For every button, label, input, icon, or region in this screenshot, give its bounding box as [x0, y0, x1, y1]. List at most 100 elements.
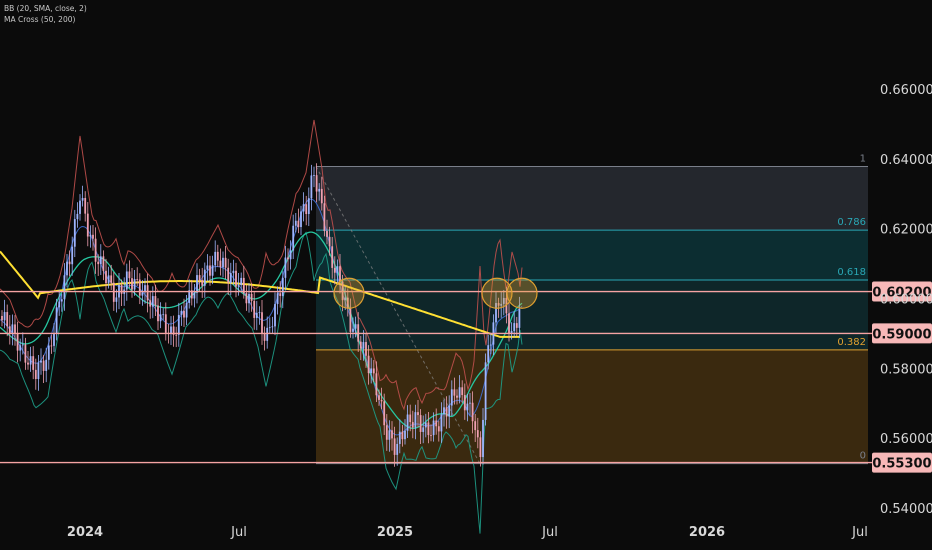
candle-body [94, 238, 97, 262]
fib-zone [316, 349, 868, 464]
candle-body [32, 356, 35, 370]
candle-body [149, 300, 152, 307]
candle-body [115, 297, 118, 302]
candle-body [419, 415, 422, 432]
candle-body [424, 422, 427, 428]
candle-body [432, 420, 435, 436]
candle-body [427, 422, 430, 436]
time-tick-label: 2024 [67, 525, 103, 540]
candle-body [440, 414, 443, 432]
fibonacci-retracement[interactable]: 1 0.786 0.618 0.382 0 [315, 154, 868, 465]
candle-body [310, 175, 313, 199]
candle-body [398, 431, 401, 444]
candle-body [89, 234, 92, 237]
candle-body [302, 204, 305, 212]
candle-body [437, 426, 440, 432]
candle-body [34, 369, 37, 380]
candle-body [151, 296, 154, 307]
price-tag [872, 452, 932, 473]
candle-body [185, 302, 188, 318]
price-tick-label: 0.66000 [880, 83, 932, 98]
candle-body [281, 277, 284, 296]
candle-body [469, 402, 471, 404]
candle-body [380, 399, 383, 402]
candle-body [99, 256, 102, 265]
candle-body [112, 282, 115, 302]
candle-body [162, 314, 165, 316]
candle-body [307, 198, 310, 215]
price-tag-label: 0.59000 [872, 327, 931, 342]
time-tick-label: Jul [541, 525, 558, 540]
candle-body [510, 331, 513, 334]
ma50-line [0, 231, 523, 430]
candle-body [388, 430, 391, 440]
candle-body [136, 279, 139, 280]
candle-body [300, 211, 302, 228]
candle-body [222, 257, 224, 268]
candle-body [458, 387, 461, 398]
price-tick-label: 0.62000 [880, 223, 932, 238]
candle-body [339, 266, 341, 282]
candle-body [318, 188, 321, 192]
candle-body [73, 219, 76, 247]
candle-body [6, 312, 9, 327]
fib-zone [316, 279, 868, 350]
candle-body [37, 362, 40, 380]
candle-body [500, 303, 503, 306]
candle-body [211, 265, 214, 276]
highlight-circle [506, 277, 538, 309]
candle-body [242, 277, 245, 294]
candle-body [435, 420, 438, 427]
price-axis[interactable]: 0.66000 0.64000 0.62000 0.60000 0.58000 0.560… [880, 83, 932, 517]
price-tick-label: 0.64000 [880, 153, 932, 168]
candle-body [362, 342, 365, 349]
candle-body [53, 333, 55, 346]
indicator-bb-label[interactable]: BB (20, SMA, close, 2) [4, 4, 87, 13]
candle-body [443, 407, 445, 415]
candle-body [146, 285, 149, 301]
circle-annotations[interactable] [333, 277, 538, 309]
candle-body [144, 285, 146, 293]
fib-zone [316, 230, 868, 280]
indicator-ma-cross-label[interactable]: MA Cross (50, 200) [4, 15, 76, 24]
candle-body [489, 344, 492, 346]
candle-body [344, 297, 347, 301]
bb-lower-line [0, 231, 523, 534]
candle-body [133, 279, 136, 290]
candlestick-series [1, 163, 521, 467]
candle-body [411, 422, 414, 428]
price-tag-label: 0.55300 [872, 457, 931, 472]
candle-body [354, 324, 357, 329]
candle-body [289, 250, 292, 260]
bb-upper-line [0, 119, 523, 411]
candle-body [180, 310, 183, 315]
candle-body [55, 307, 58, 334]
candle-body [172, 326, 175, 335]
candle-body [8, 326, 11, 334]
time-axis[interactable]: 2024 Jul 2025 Jul 2026 Jul [67, 525, 868, 540]
candle-body [216, 251, 219, 261]
candle-body [209, 265, 211, 276]
candle-body [385, 425, 388, 440]
candle-body [284, 257, 287, 278]
fib-level-label: 1 [860, 154, 866, 165]
candle-body [224, 257, 227, 268]
price-tag [872, 281, 932, 302]
candle-body [24, 344, 27, 363]
candle-body [232, 270, 235, 274]
candle-body [365, 342, 367, 356]
candle-body [47, 345, 50, 360]
fib-trend-line [315, 166, 481, 464]
candle-body [508, 313, 510, 334]
candle-body [66, 261, 68, 276]
horizontal-levels[interactable]: 0.60200 0.59000 0.55300 [0, 281, 932, 473]
candle-body [21, 344, 24, 346]
candle-body [68, 261, 71, 265]
candle-body [471, 402, 474, 422]
candle-body [474, 421, 477, 431]
candle-body [250, 293, 253, 301]
candle-body [383, 401, 386, 426]
candle-body [404, 430, 406, 440]
